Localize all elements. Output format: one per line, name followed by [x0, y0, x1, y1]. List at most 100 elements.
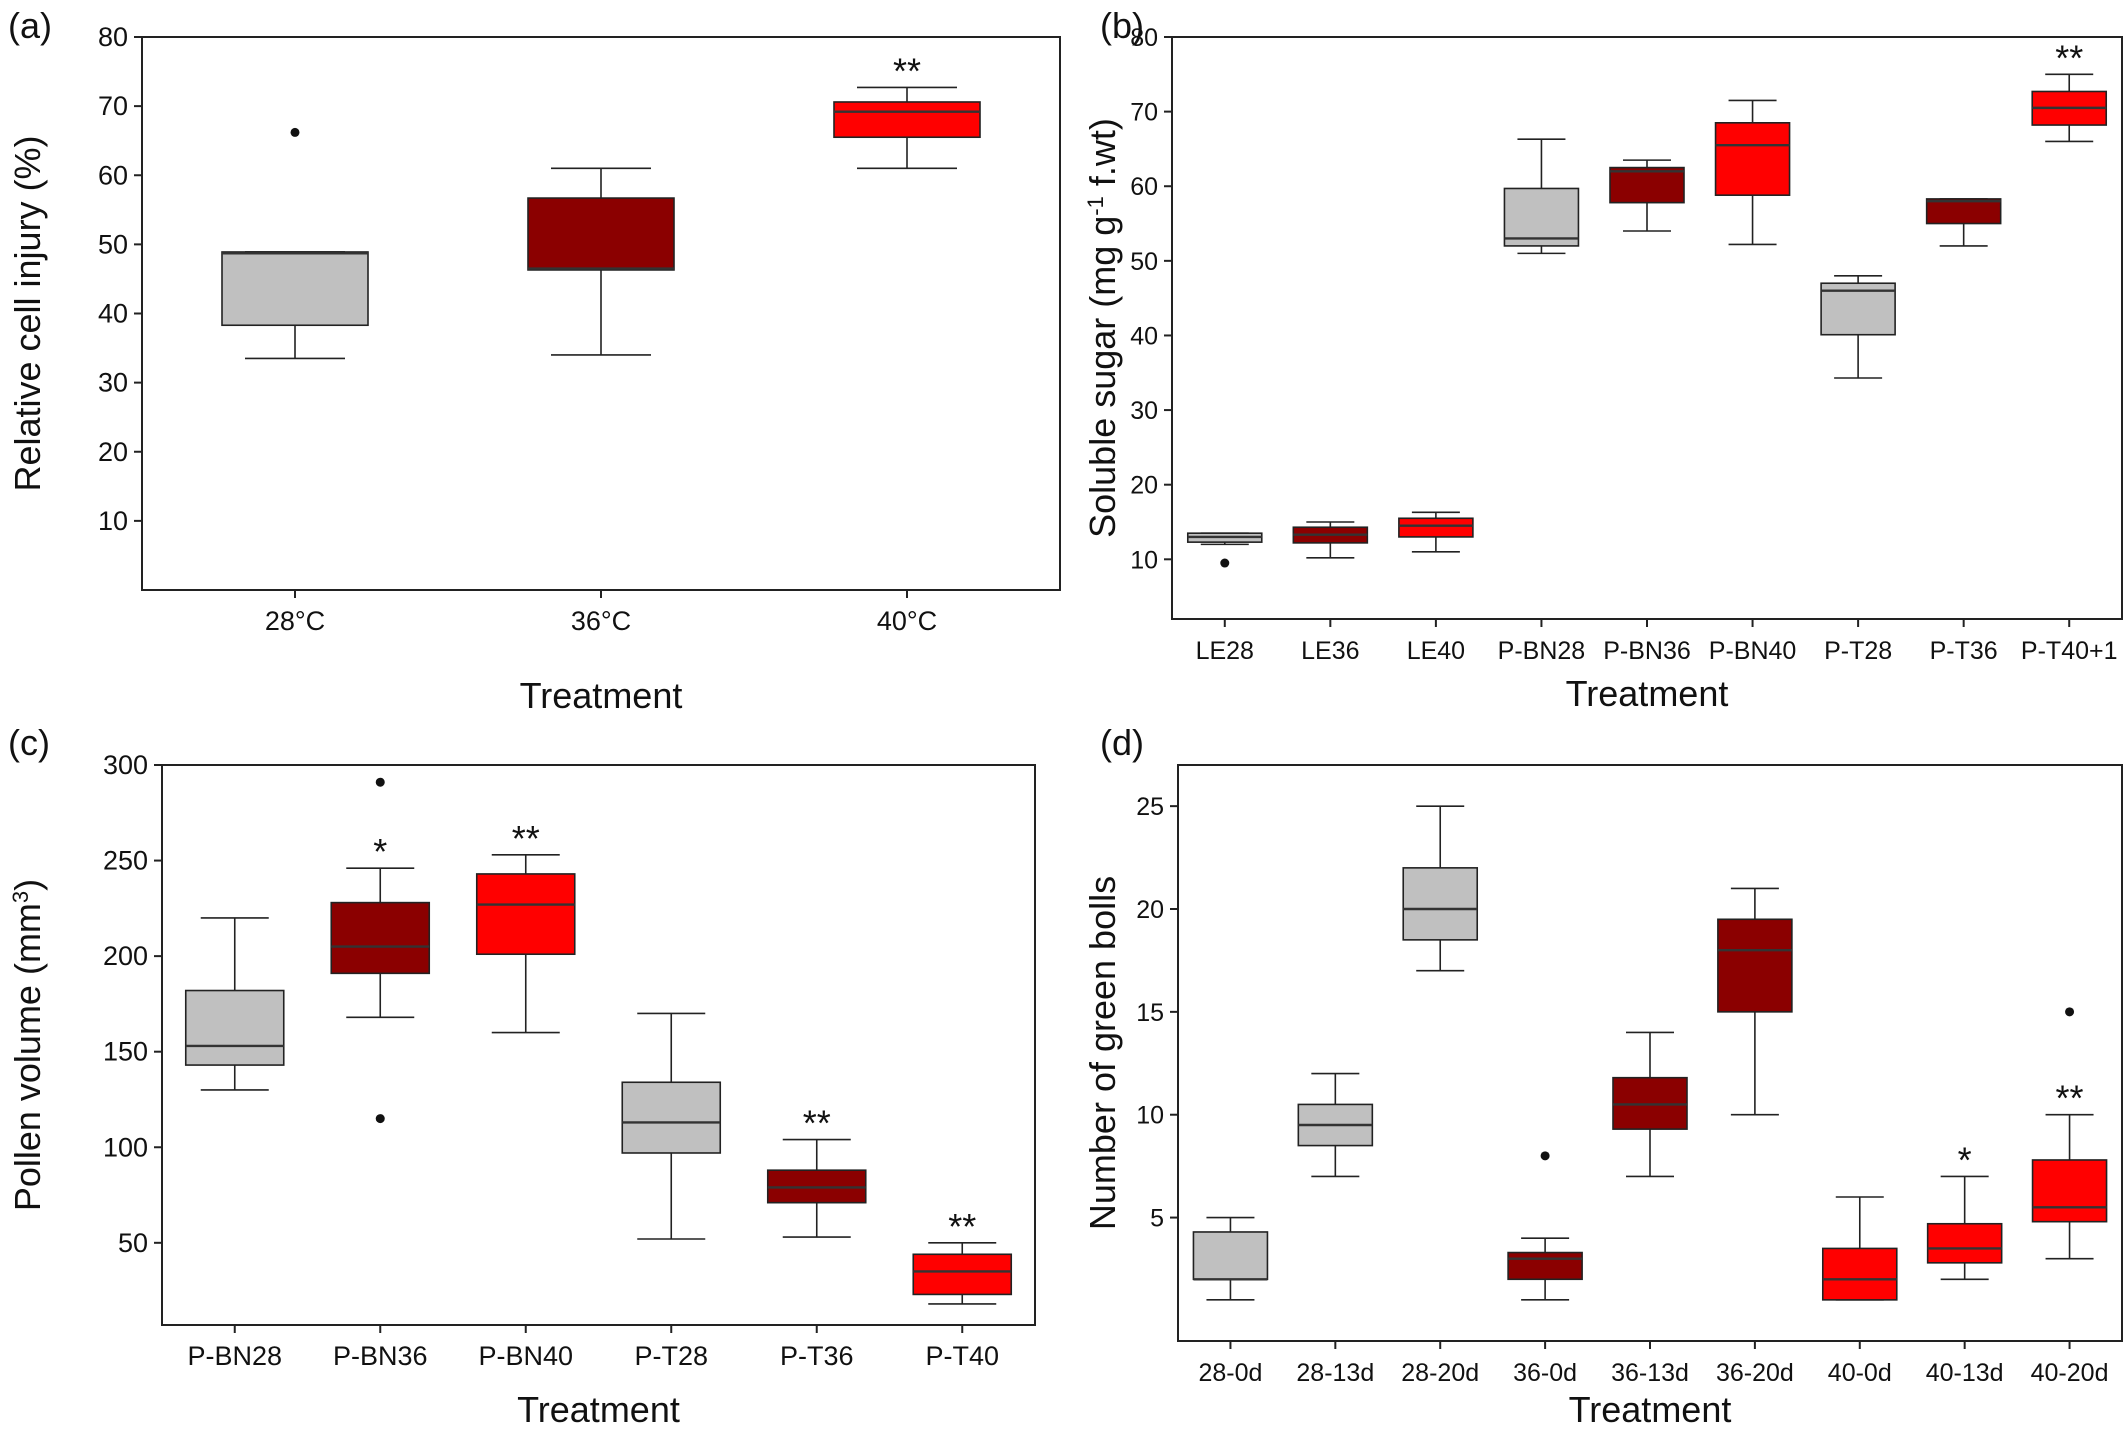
significance-marker: *	[1958, 1139, 1972, 1180]
x-tick-label: LE28	[1196, 637, 1254, 665]
box-P-T36: **	[766, 1103, 867, 1238]
box-iqr	[527, 197, 675, 271]
panel-letter: (c)	[8, 722, 50, 763]
y-tick-label: 15	[1136, 999, 1164, 1027]
box-40°C: **	[833, 50, 981, 170]
box-iqr	[1402, 867, 1479, 941]
box-iqr	[1714, 122, 1791, 196]
x-tick-label: P-T36	[1930, 637, 1998, 665]
x-tick-label: 40°C	[877, 606, 937, 636]
outlier-point	[1220, 558, 1230, 568]
box-LE28	[1186, 532, 1263, 568]
box-iqr	[1503, 187, 1580, 247]
x-tick-label: P-T28	[1824, 637, 1892, 665]
x-tick-label: P-BN36	[1603, 637, 1691, 665]
significance-marker: **	[2055, 37, 2083, 78]
x-tick-label: 36°C	[571, 606, 631, 636]
y-tick-label: 50	[1130, 248, 1158, 276]
panel-b: (b) 10 20 30 40 50 60 70 80 LE28 LE36 LE40 P-BN28 P-B…	[1082, 5, 2123, 714]
box-P-BN40	[1714, 99, 1791, 246]
y-tick-label: 20	[1130, 472, 1158, 500]
box-iqr	[833, 101, 981, 139]
y-axis-title: Soluble sugar (mg g-1 f.wt)	[1082, 118, 1123, 538]
panel-c: (c) 50 100 150 200 250 300 P-BN28 P-BN36 P-BN40 P-…	[7, 722, 1036, 1430]
y-tick-label: 30	[98, 368, 128, 398]
x-tick-label: P-T36	[780, 1341, 854, 1371]
box-iqr	[221, 251, 369, 327]
outlier-point	[2065, 1007, 2075, 1017]
significance-marker: **	[893, 50, 921, 91]
x-tick-label: 28-20d	[1401, 1359, 1479, 1387]
y-tick-label: 80	[1130, 24, 1158, 52]
y-tick-label: 70	[1130, 99, 1158, 127]
x-tick-label: 28-0d	[1198, 1359, 1262, 1387]
outlier-point	[290, 127, 300, 137]
y-tick-label: 50	[118, 1228, 148, 1258]
significance-marker: *	[373, 831, 387, 872]
box-LE40	[1398, 511, 1474, 553]
y-tick-label: 10	[1136, 1102, 1164, 1130]
y-tick-label: 20	[1136, 896, 1164, 924]
y-tick-label: 60	[1130, 173, 1158, 201]
x-tick-label: P-T28	[634, 1341, 708, 1371]
y-tick-label: 100	[103, 1132, 148, 1162]
y-axis-title: Number of green bolls	[1082, 876, 1123, 1230]
y-tick-label: 150	[103, 1037, 148, 1067]
y-tick-label: 20	[98, 437, 128, 467]
box-40-13d: *	[1926, 1139, 2003, 1281]
box-P-BN28	[1503, 138, 1580, 255]
y-tick-label: 60	[98, 160, 128, 190]
box-iqr	[1926, 1222, 2003, 1264]
x-tick-label: 36-13d	[1611, 1359, 1689, 1387]
y-axis-title: Pollen volume (mm3)	[7, 879, 48, 1211]
box-P-BN40: **	[475, 818, 576, 1034]
x-axis-title: Treatment	[517, 1389, 680, 1430]
significance-marker: **	[803, 1103, 831, 1144]
box-28-13d	[1297, 1072, 1374, 1178]
y-tick-label: 10	[98, 506, 128, 536]
outlier-point	[1540, 1151, 1550, 1161]
y-tick-label: 70	[98, 91, 128, 121]
y-tick-label: 250	[103, 846, 148, 876]
panel-d: (d) 5 10 15 20 25 28-0d 28-13d 28-20d 36-0d 36-13d…	[1082, 722, 2123, 1430]
box-iqr	[1609, 166, 1685, 204]
x-tick-label: 28°C	[265, 606, 325, 636]
box-P-T36	[1925, 198, 2002, 247]
significance-marker: **	[512, 818, 540, 859]
box-P-BN36	[1609, 159, 1685, 232]
outlier-point	[375, 1114, 385, 1124]
box-iqr	[475, 873, 576, 956]
box-LE36	[1292, 521, 1369, 559]
y-tick-label: 50	[98, 229, 128, 259]
box-40-0d	[1821, 1196, 1898, 1301]
box-P-T40: **	[912, 1206, 1013, 1305]
x-tick-label: P-T40	[925, 1341, 999, 1371]
box-iqr	[1507, 1251, 1583, 1281]
y-tick-label: 200	[103, 941, 148, 971]
x-tick-label: P-BN36	[333, 1341, 428, 1371]
x-axis-title: Treatment	[1566, 673, 1729, 714]
panel-a: (a) 10 20 30 40 50 60 70 80 28°C 36°C 40°C Treatment…	[7, 5, 1061, 716]
y-tick-label: 10	[1130, 546, 1158, 574]
box-iqr	[330, 901, 431, 975]
x-axis-title: Treatment	[520, 675, 683, 716]
box-iqr	[621, 1081, 722, 1154]
box-28-0d	[1192, 1216, 1269, 1301]
panel-letter: (d)	[1100, 722, 1144, 763]
box-iqr	[1821, 1247, 1898, 1301]
y-tick-label: 25	[1136, 793, 1164, 821]
box-P-T28	[1820, 274, 1896, 379]
y-axis-title: Relative cell injury (%)	[7, 135, 48, 491]
panel-letter: (a)	[8, 5, 52, 46]
x-tick-label: 40-13d	[1926, 1359, 2004, 1387]
x-tick-label: 36-20d	[1716, 1359, 1794, 1387]
significance-marker: **	[2056, 1078, 2084, 1119]
box-iqr	[184, 989, 285, 1066]
plot-frame	[161, 764, 1036, 1326]
box-36°C	[527, 167, 675, 356]
box-iqr	[2031, 1159, 2108, 1223]
y-tick-label: 5	[1150, 1205, 1164, 1233]
x-tick-label: P-BN28	[187, 1341, 282, 1371]
box-28-20d	[1402, 805, 1479, 972]
